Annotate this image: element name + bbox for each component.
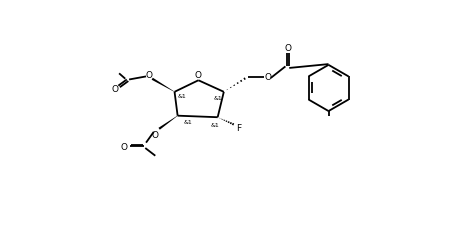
Text: &1: &1: [211, 122, 220, 127]
Text: O: O: [152, 130, 159, 139]
Text: O: O: [112, 85, 119, 94]
Text: O: O: [284, 43, 291, 52]
Text: F: F: [236, 123, 241, 132]
Text: O: O: [195, 71, 202, 80]
Text: O: O: [264, 73, 271, 81]
Polygon shape: [158, 116, 178, 130]
Text: &1: &1: [214, 95, 223, 100]
Text: O: O: [146, 70, 152, 79]
Polygon shape: [152, 78, 175, 93]
Text: O: O: [121, 142, 128, 151]
Text: &1: &1: [178, 94, 187, 99]
Text: &1: &1: [183, 119, 192, 124]
